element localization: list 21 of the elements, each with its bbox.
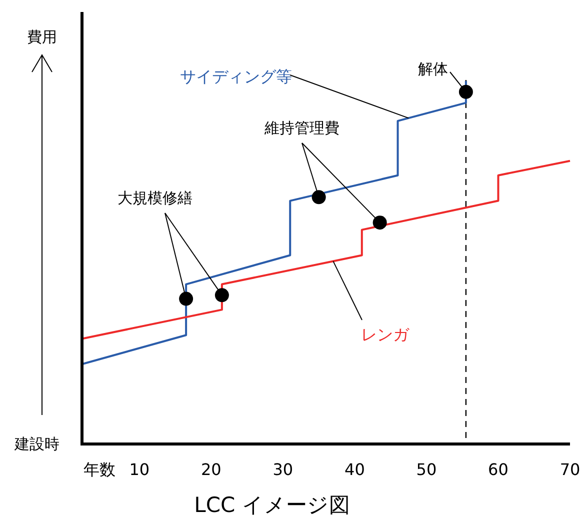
- x-tick-label: 50: [416, 460, 437, 479]
- annotation: 維持管理費: [264, 119, 340, 137]
- text: 解体: [418, 60, 448, 78]
- point: [372, 216, 387, 230]
- point: [312, 190, 326, 204]
- point: [214, 288, 229, 302]
- x-tick-label: 70: [560, 460, 580, 479]
- x-axis-title: 年数: [83, 460, 116, 479]
- annotation: 大規模修繕: [118, 189, 192, 207]
- x-tick-label: 20: [200, 460, 222, 479]
- x-tick-label: 30: [272, 460, 294, 479]
- x-tick-label: 40: [344, 460, 365, 479]
- x-tick-label: 10: [129, 460, 150, 479]
- point: [458, 84, 473, 99]
- text: 建設時: [14, 435, 60, 453]
- point: [179, 292, 194, 306]
- text: LCC イメージ図: [194, 493, 350, 517]
- text: サイディング等: [180, 67, 292, 86]
- x-tick-label: 60: [488, 460, 508, 479]
- y-axis-title: 費用: [27, 28, 57, 46]
- text: レンガ: [361, 325, 410, 344]
